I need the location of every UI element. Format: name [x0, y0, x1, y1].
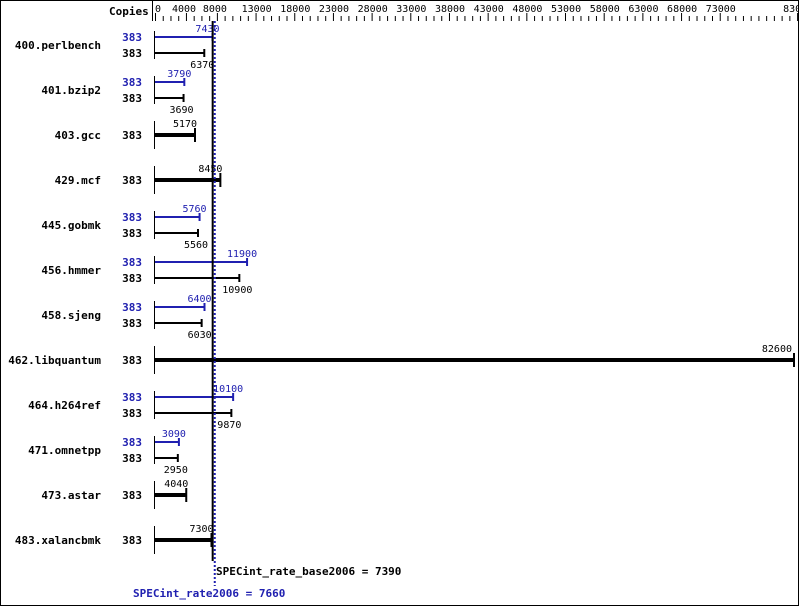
tick-label: 63000: [628, 4, 658, 15]
peak-copies: 383: [122, 76, 142, 89]
peak-mean-label: SPECint_rate2006 = 7660: [133, 587, 285, 600]
tick-label: 13000: [242, 4, 272, 15]
peak-copies: 383: [122, 301, 142, 314]
benchmark-label: 473.astar: [41, 489, 101, 502]
peak-value: 11900: [227, 249, 257, 260]
benchmark-label: 403.gcc: [55, 129, 101, 142]
base-copies: 383: [122, 534, 142, 547]
benchmark-label: 462.libquantum: [8, 354, 101, 367]
peak-value: 3090: [162, 429, 186, 440]
tick-label: 58000: [590, 4, 620, 15]
base-copies: 383: [122, 174, 142, 187]
base-copies: 383: [122, 354, 142, 367]
base-value: 6370: [190, 60, 214, 71]
benchmark-label: 471.omnetpp: [28, 444, 101, 457]
base-value: 8450: [198, 164, 222, 175]
base-copies: 383: [122, 227, 142, 240]
base-value: 5170: [173, 119, 197, 130]
benchmark-label: 483.xalancbmk: [15, 534, 101, 547]
tick-label: 8000: [203, 4, 227, 15]
axis-label: Copies: [109, 5, 149, 18]
tick-label: 73000: [706, 4, 736, 15]
base-value: 82600: [762, 344, 792, 355]
benchmark-label: 464.h264ref: [28, 399, 101, 412]
peak-value: 7430: [195, 24, 219, 35]
base-value: 4040: [164, 479, 188, 490]
base-value: 7300: [189, 524, 213, 535]
tick-label: 68000: [667, 4, 697, 15]
peak-copies: 383: [122, 436, 142, 449]
peak-copies: 383: [122, 391, 142, 404]
tick-label: 83000: [783, 4, 799, 15]
benchmark-label: 445.gobmk: [41, 219, 101, 232]
base-value: 5560: [184, 240, 208, 251]
peak-copies: 383: [122, 211, 142, 224]
benchmark-label: 456.hmmer: [41, 264, 101, 277]
base-value: 2950: [164, 465, 188, 476]
peak-value: 10100: [213, 384, 243, 395]
base-value: 10900: [222, 285, 252, 296]
base-copies: 383: [122, 272, 142, 285]
base-copies: 383: [122, 317, 142, 330]
benchmark-label: 458.sjeng: [41, 309, 101, 322]
base-copies: 383: [122, 47, 142, 60]
base-value: 9870: [217, 420, 241, 431]
tick-label: 4000: [172, 4, 196, 15]
base-copies: 383: [122, 407, 142, 420]
base-value: 3690: [169, 105, 193, 116]
base-mean-label: SPECint_rate_base2006 = 7390: [216, 565, 401, 578]
tick-label: 28000: [358, 4, 388, 15]
tick-label: 33000: [396, 4, 426, 15]
base-copies: 383: [122, 489, 142, 502]
base-copies: 383: [122, 129, 142, 142]
peak-value: 5760: [183, 204, 207, 215]
tick-label: 18000: [280, 4, 310, 15]
peak-copies: 383: [122, 31, 142, 44]
tick-label: 38000: [435, 4, 465, 15]
tick-label: 23000: [319, 4, 349, 15]
tick-label: 48000: [512, 4, 542, 15]
peak-value: 6400: [187, 294, 211, 305]
tick-label: 43000: [474, 4, 504, 15]
tick-label: 53000: [551, 4, 581, 15]
base-value: 6030: [188, 330, 212, 341]
base-copies: 383: [122, 452, 142, 465]
base-copies: 383: [122, 92, 142, 105]
benchmark-label: 429.mcf: [55, 174, 101, 187]
peak-value: 3790: [167, 69, 191, 80]
peak-copies: 383: [122, 256, 142, 269]
tick-label: 0: [155, 4, 161, 15]
benchmark-label: 400.perlbench: [15, 39, 101, 52]
benchmark-label: 401.bzip2: [41, 84, 101, 97]
